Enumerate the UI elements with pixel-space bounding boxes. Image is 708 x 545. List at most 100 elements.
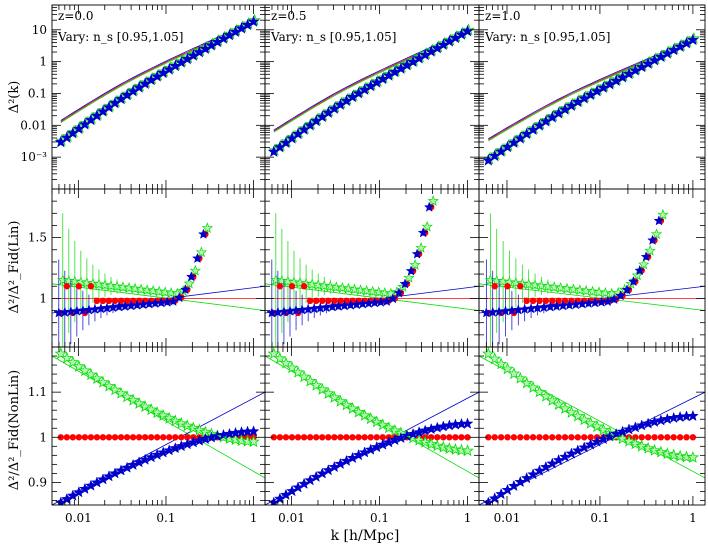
point-low <box>108 383 122 396</box>
x-tick-label: 0.01 <box>278 511 305 525</box>
point-fiducial <box>325 434 332 441</box>
point-low <box>376 418 390 431</box>
point-fiducial <box>93 297 101 305</box>
point-low <box>522 278 535 290</box>
point-low <box>126 393 140 406</box>
point-low <box>558 402 572 415</box>
point-fiducial <box>536 434 543 441</box>
point-low <box>328 390 341 403</box>
point-low <box>571 409 585 422</box>
y-tick-label: 10 <box>32 23 47 37</box>
point-low <box>135 283 147 295</box>
point-fiducial <box>523 297 530 305</box>
panel-vary-label: Vary: n_s [0.95,1.05] <box>484 30 610 44</box>
y-tick-label: 1 <box>39 55 47 69</box>
point-low <box>437 440 450 453</box>
ylabel-top: Δ²(k) <box>7 81 22 114</box>
point-high <box>185 271 197 282</box>
point-high <box>647 234 658 245</box>
x-tick-label: 1 <box>250 511 258 525</box>
point-low <box>99 279 111 290</box>
point-fiducial <box>632 434 639 441</box>
point-low <box>622 434 636 447</box>
point-fiducial <box>373 434 380 441</box>
point-fiducial <box>111 297 119 305</box>
point-high <box>634 264 646 276</box>
point-fiducial <box>300 283 308 290</box>
point-low <box>189 264 202 276</box>
point-fiducial <box>574 434 582 441</box>
point-low <box>382 421 396 434</box>
point-fiducial <box>485 434 492 441</box>
point-low <box>72 359 86 372</box>
point-low <box>488 352 502 365</box>
point-low <box>661 447 674 460</box>
point-low <box>102 379 116 392</box>
point-low <box>141 284 153 295</box>
x-tick-label: 0.01 <box>65 511 92 525</box>
point-low <box>183 277 196 289</box>
point-low <box>501 362 514 375</box>
y-tick-label: 0.01 <box>20 118 47 132</box>
point-low <box>324 280 337 292</box>
point-low <box>638 258 650 270</box>
point-low <box>93 278 105 290</box>
lin-ratio-high <box>52 391 265 505</box>
point-low <box>276 274 288 286</box>
point-fiducial <box>657 434 665 441</box>
point-low <box>415 241 427 253</box>
point-low <box>409 259 421 270</box>
panel-frame <box>264 188 480 348</box>
point-fiducial <box>367 434 374 441</box>
point-low <box>105 279 117 291</box>
point-high <box>191 252 203 264</box>
point-fiducial <box>117 434 125 441</box>
point-low <box>114 386 128 399</box>
panel-r1-c0: 1.51 <box>28 188 266 348</box>
point-fiducial <box>141 434 149 441</box>
point-low <box>247 435 260 448</box>
point-fiducial <box>63 434 71 441</box>
point-low <box>650 228 663 240</box>
point-low <box>138 400 152 413</box>
point-fiducial <box>276 283 284 290</box>
point-high <box>179 283 191 295</box>
plot-area <box>265 195 479 347</box>
point-low <box>654 445 668 458</box>
point-fiducial <box>561 434 569 441</box>
point-fiducial <box>581 434 588 441</box>
y-tick-label: 10⁻³ <box>21 150 48 164</box>
point-low <box>312 279 324 290</box>
point-low <box>635 439 649 452</box>
point-low <box>181 419 194 432</box>
point-low <box>318 279 330 291</box>
point-fiducial <box>361 434 368 441</box>
point-low <box>373 286 385 298</box>
point-fiducial <box>446 434 453 441</box>
point-low <box>631 269 644 281</box>
point-fiducial <box>313 297 320 305</box>
point-fiducial <box>123 434 131 441</box>
point-fiducial <box>81 434 89 441</box>
point-low <box>120 390 134 403</box>
point-fiducial <box>504 434 511 441</box>
point-fiducial <box>529 434 537 441</box>
point-low <box>175 416 188 429</box>
point-low <box>171 287 183 299</box>
point-fiducial <box>349 434 356 441</box>
point-low <box>449 443 462 456</box>
point-low <box>427 195 439 207</box>
point-fiducial <box>105 297 113 305</box>
point-fiducial <box>458 434 465 441</box>
point-fiducial <box>319 297 326 305</box>
point-high <box>602 295 614 307</box>
point-fiducial <box>313 434 320 441</box>
point-low <box>574 284 586 295</box>
plot-area <box>265 347 479 505</box>
point-low <box>461 444 474 457</box>
point-fiducial <box>491 283 498 290</box>
point-low <box>340 398 353 411</box>
panel-r2-c0: 1.1 1 0.9 0.01 0.1 1 <box>28 346 266 525</box>
point-low <box>123 282 135 293</box>
point-low <box>545 393 559 406</box>
